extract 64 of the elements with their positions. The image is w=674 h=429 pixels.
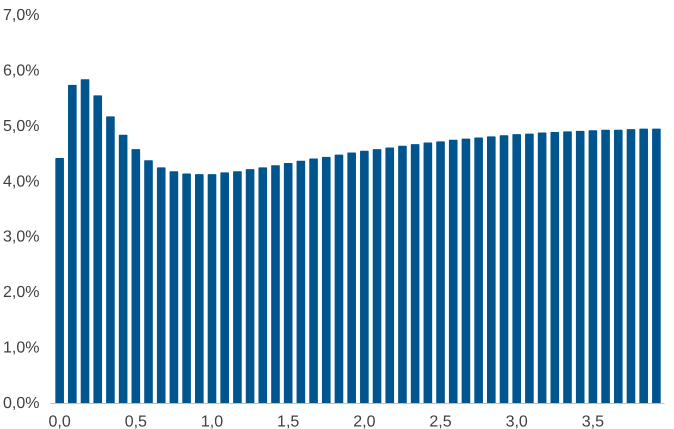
x-tick-label: 3,5: [582, 414, 604, 429]
bar: [118, 134, 128, 404]
bar: [258, 167, 268, 404]
bar: [385, 147, 394, 404]
bar: [246, 169, 254, 404]
bar: [576, 130, 585, 404]
bar: [195, 174, 204, 404]
bar: [322, 156, 331, 404]
x-tick-label: 2,5: [429, 414, 452, 429]
y-tick-label: 7,0%: [3, 7, 40, 24]
bar: [93, 95, 102, 404]
y-tick-label: 6,0%: [3, 62, 40, 80]
x-tick-label: 0,0: [48, 414, 71, 429]
bar: [614, 130, 623, 404]
x-tick-label: 2,0: [353, 414, 376, 429]
bar: [525, 134, 534, 404]
bar: [601, 130, 610, 404]
bar: [360, 150, 369, 404]
x-tick-label: 0,5: [124, 414, 148, 429]
bar: [55, 158, 64, 404]
bar: [334, 154, 344, 404]
bar: [233, 171, 242, 404]
bar: [182, 174, 191, 404]
bar: [296, 160, 306, 404]
y-tick-label: 0,0%: [3, 395, 40, 412]
bar: [652, 128, 661, 404]
bar: [448, 140, 458, 404]
bar: [271, 165, 280, 404]
bar: [208, 174, 216, 404]
x-tick-label: 3,0: [506, 414, 528, 429]
y-tick-label: 4,0%: [3, 173, 40, 190]
bar: [398, 146, 407, 404]
bar: [474, 137, 483, 404]
bar: [626, 129, 636, 404]
y-tick-label: 2,0%: [3, 284, 40, 302]
bar: [220, 172, 229, 404]
bar: [500, 135, 508, 404]
y-tick-label: 3,0%: [3, 228, 40, 246]
bar: [512, 134, 522, 404]
bar: [639, 128, 648, 404]
bar: [156, 167, 166, 404]
bar: [68, 84, 77, 404]
bar: [309, 158, 318, 404]
bar: [106, 116, 115, 404]
bar: [347, 152, 356, 404]
bar: [132, 149, 140, 404]
bar: [284, 162, 292, 404]
y-tick-label: 1,0%: [3, 340, 40, 357]
bar: [550, 132, 560, 404]
bar: [563, 131, 572, 404]
bar: [462, 138, 470, 404]
bar: [80, 79, 90, 404]
bar: [144, 160, 153, 404]
bar: [424, 142, 432, 404]
bar: [410, 144, 420, 404]
bar: [588, 130, 598, 404]
bar: [538, 132, 546, 404]
bar: [436, 141, 445, 404]
bar: [487, 136, 496, 404]
y-tick-label: 5,0%: [3, 118, 40, 135]
bar: [170, 171, 178, 404]
bar: [372, 149, 382, 404]
x-tick-label: 1,0: [200, 414, 224, 429]
x-tick-label: 1,5: [277, 414, 300, 429]
